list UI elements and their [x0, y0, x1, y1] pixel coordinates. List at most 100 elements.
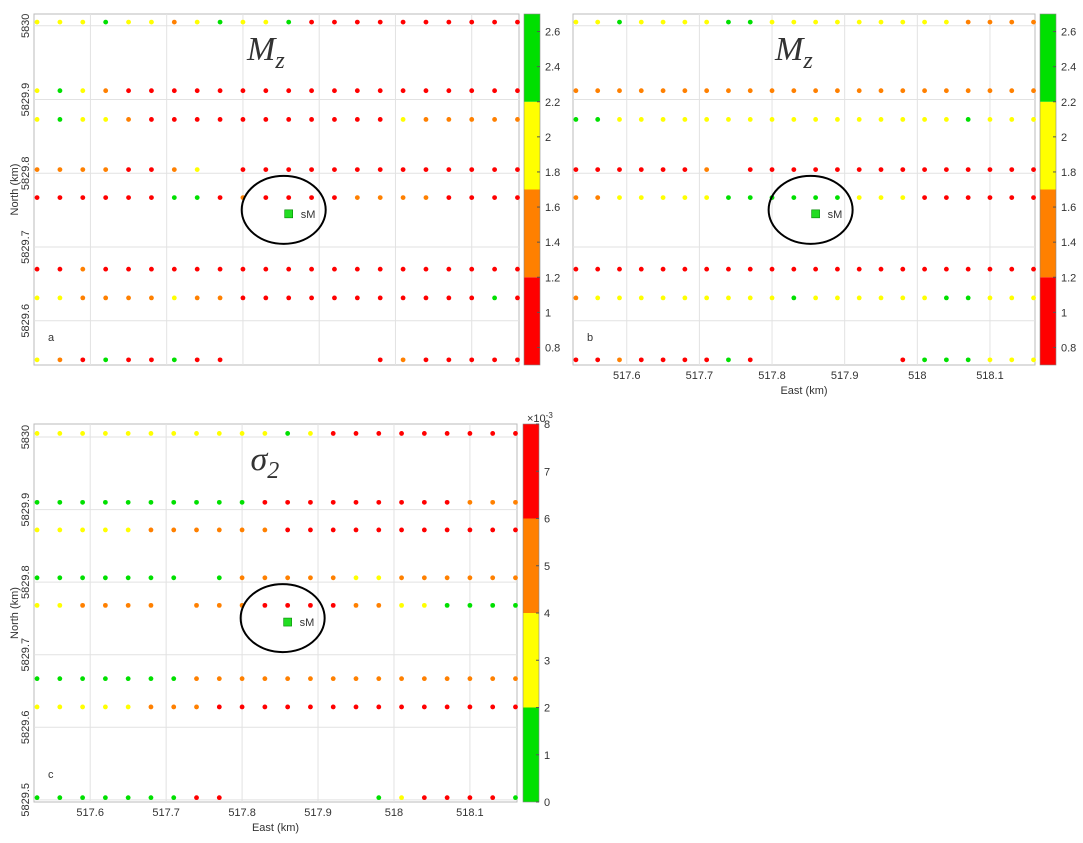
survey-point: [987, 88, 993, 94]
survey-point: [922, 357, 927, 363]
survey-point: [682, 295, 688, 301]
survey-point: [467, 795, 473, 801]
survey-point: [126, 117, 131, 122]
survey-point: [285, 431, 291, 436]
survey-point: [194, 19, 200, 25]
x-tick-label: 517.9: [831, 370, 859, 382]
survey-point: [216, 499, 222, 505]
survey-point: [34, 527, 40, 533]
survey-point: [492, 167, 497, 172]
survey-point: [1031, 195, 1036, 201]
survey-point: [900, 357, 906, 363]
survey-point: [376, 431, 382, 436]
survey-point: [617, 19, 622, 25]
survey-point: [421, 704, 427, 710]
survey-point: [421, 602, 427, 608]
survey-point: [399, 499, 404, 505]
survey-point: [444, 527, 450, 533]
colorbar-tick-label: 7: [544, 466, 550, 478]
survey-point: [194, 295, 200, 301]
survey-point: [987, 195, 993, 201]
survey-point: [102, 676, 108, 682]
survey-point: [1009, 295, 1015, 301]
survey-point: [1009, 19, 1015, 25]
survey-point: [704, 195, 710, 201]
survey-point: [1031, 88, 1036, 94]
survey-point: [423, 167, 429, 172]
survey-point: [726, 117, 731, 122]
survey-point: [943, 19, 949, 25]
x-tick-label: 518: [908, 370, 926, 382]
survey-point: [747, 195, 753, 201]
x-axis-label: East (km): [780, 385, 827, 397]
survey-point: [595, 88, 601, 94]
survey-point: [421, 795, 427, 801]
survey-point: [682, 167, 688, 172]
survey-point: [34, 195, 40, 201]
survey-point: [102, 499, 108, 505]
survey-point: [747, 357, 753, 363]
survey-point: [103, 266, 109, 272]
survey-point: [399, 602, 404, 608]
survey-point: [330, 499, 336, 505]
survey-point: [1009, 88, 1015, 94]
colorbar-tick-label: 2: [544, 703, 550, 715]
survey-point: [148, 704, 154, 710]
survey-point: [126, 195, 131, 201]
survey-point: [240, 167, 246, 172]
colorbar-tick-label: 0.8: [1061, 342, 1076, 354]
survey-point: [856, 295, 862, 301]
survey-point: [490, 527, 496, 533]
survey-point: [149, 266, 154, 272]
colorbar-segment: [524, 101, 540, 190]
survey-point: [726, 88, 731, 94]
survey-point: [171, 704, 177, 710]
x-tick-label: 518.1: [976, 370, 1004, 382]
survey-point: [943, 295, 949, 301]
survey-point: [80, 795, 86, 801]
survey-point: [726, 195, 731, 201]
colorbar-tick-label: 2.2: [1061, 97, 1076, 109]
survey-point: [262, 676, 268, 682]
survey-point: [377, 357, 383, 363]
y-tick-label: 5829.9: [20, 83, 32, 117]
x-tick-label: 517.8: [758, 370, 786, 382]
survey-point: [217, 195, 223, 201]
colorbar-tick-label: 4: [544, 608, 550, 620]
survey-point: [400, 266, 406, 272]
survey-point: [376, 602, 382, 608]
survey-point: [34, 431, 40, 436]
title-subscript: z: [274, 48, 285, 74]
survey-point: [446, 357, 452, 363]
survey-point: [492, 357, 497, 363]
station-ring: [240, 174, 327, 245]
colorbar-tick-label: 1.8: [545, 167, 560, 179]
survey-point: [171, 88, 177, 94]
survey-point: [1009, 195, 1015, 201]
survey-point: [308, 602, 313, 608]
survey-point: [57, 431, 63, 436]
title-main: M: [246, 31, 277, 68]
survey-point: [660, 295, 666, 301]
survey-point: [216, 431, 222, 436]
survey-point: [126, 295, 131, 301]
survey-point: [57, 602, 63, 608]
survey-point: [148, 676, 154, 682]
survey-point: [194, 167, 200, 172]
survey-point: [285, 676, 291, 682]
x-axis-label: East (km): [252, 822, 299, 834]
survey-point: [330, 704, 336, 710]
survey-point: [922, 88, 927, 94]
exponent-base: ×10: [527, 413, 546, 425]
survey-point: [34, 357, 40, 363]
survey-point: [103, 167, 109, 172]
survey-point: [421, 431, 427, 436]
colorbar-segment: [1040, 14, 1056, 102]
survey-point: [638, 357, 644, 363]
survey-point: [492, 88, 497, 94]
survey-point: [262, 431, 268, 436]
survey-point: [573, 19, 579, 25]
survey-point: [660, 167, 666, 172]
colorbar-tick-label: 2.6: [1061, 27, 1076, 39]
survey-point: [492, 117, 497, 122]
